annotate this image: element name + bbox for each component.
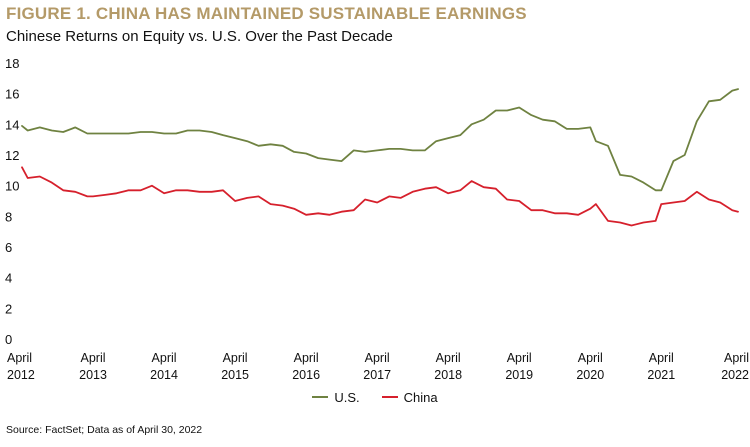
legend-label-china: China — [403, 389, 438, 405]
legend-item-china: China — [381, 389, 438, 405]
x-tick-label-year: 2018 — [434, 368, 462, 382]
x-tick-label-year: 2015 — [221, 368, 249, 382]
legend-swatch-us — [312, 396, 329, 398]
y-tick-label: 12 — [5, 148, 19, 163]
series-line-us — [21, 88, 739, 192]
series-line-china — [21, 166, 739, 227]
source-note: Source: FactSet; Data as of April 30, 20… — [6, 424, 203, 436]
x-tick-label-year: 2021 — [647, 368, 675, 382]
x-tick-label-month: April — [724, 351, 749, 365]
legend-item-us: U.S. — [312, 389, 360, 405]
x-tick-label-month: April — [578, 351, 603, 365]
x-tick-label-year: 2020 — [576, 368, 604, 382]
figure-title: FIGURE 1. CHINA HAS MAINTAINED SUSTAINAB… — [6, 4, 527, 23]
y-tick-label: 2 — [5, 301, 12, 316]
y-tick-label: 4 — [5, 271, 12, 286]
y-tick-label: 16 — [5, 87, 19, 102]
x-tick-label-month: April — [223, 351, 248, 365]
x-tick-label-month: April — [152, 351, 177, 365]
x-tick-label-month: April — [649, 351, 674, 365]
y-tick-label: 18 — [5, 56, 19, 71]
y-tick-label: 8 — [5, 209, 12, 224]
legend-swatch-china — [381, 396, 398, 398]
x-tick-label-year: 2012 — [7, 368, 35, 382]
x-tick-label-month: April — [7, 351, 32, 365]
x-tick-label-year: 2017 — [363, 368, 391, 382]
legend-label-us: U.S. — [334, 389, 360, 405]
x-tick-label-month: April — [365, 351, 390, 365]
x-tick-label-year: 2022 — [721, 368, 749, 382]
x-tick-label-year: 2014 — [150, 368, 178, 382]
chart-subtitle: Chinese Returns on Equity vs. U.S. Over … — [6, 28, 393, 45]
x-tick-label-year: 2013 — [79, 368, 107, 382]
y-tick-label: 6 — [5, 240, 12, 255]
x-tick-label-month: April — [507, 351, 532, 365]
x-tick-label-month: April — [436, 351, 461, 365]
x-tick-label-year: 2016 — [292, 368, 320, 382]
x-tick-label-month: April — [294, 351, 319, 365]
y-tick-label: 0 — [5, 332, 12, 347]
y-tick-label: 10 — [5, 179, 19, 194]
x-tick-label-year: 2019 — [505, 368, 533, 382]
x-tick-label-month: April — [81, 351, 106, 365]
chart-legend: U.S. China — [0, 387, 750, 407]
y-tick-label: 14 — [5, 117, 19, 132]
